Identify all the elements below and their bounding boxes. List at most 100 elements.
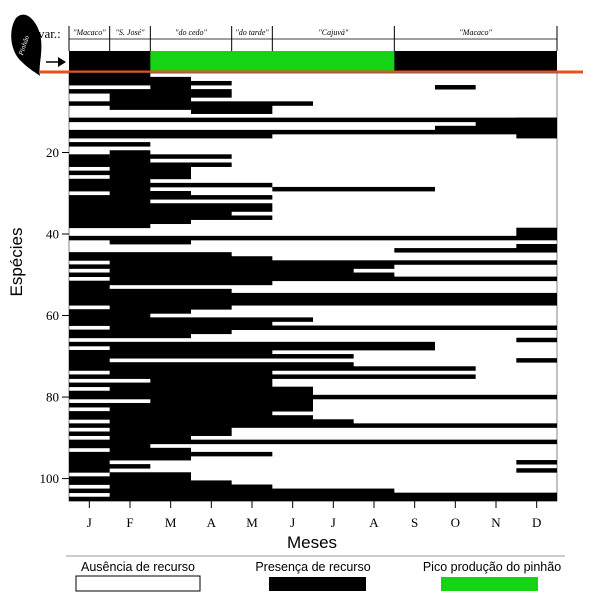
variety-label-3: "do tarde" (235, 28, 269, 37)
resource-bar-species-16 (516, 133, 557, 139)
resource-bar-species-37 (69, 219, 191, 225)
resource-bar-species-28 (69, 182, 273, 188)
resource-bar-species-96 (69, 460, 110, 465)
resource-bar-species-46 (69, 256, 273, 261)
resource-bar-species-1 (69, 72, 151, 78)
resource-bar-species-74 (109, 370, 273, 375)
resource-bar-species-90 (109, 435, 191, 441)
resource-bar-species-105 (69, 496, 557, 502)
resource-bar-species-65 (69, 333, 191, 339)
resource-bar-species-71 (516, 358, 557, 363)
resource-bar-species-8 (69, 101, 313, 106)
resource-bar-species-3 (69, 80, 232, 86)
resource-bar-species-27 (69, 178, 151, 184)
resource-bar-species-52 (69, 280, 273, 286)
variety-timeline: "Macaco" "S. José" "do cedo" "do tarde" "Caj… (68, 26, 558, 51)
resource-bar-species-81 (150, 398, 313, 404)
resource-bar-species-21 (109, 154, 232, 159)
resource-bar-species-26 (109, 174, 191, 180)
resource-bar-species-24 (109, 166, 191, 172)
resource-bar-species-18 (69, 142, 151, 147)
resource-bar-species-103 (69, 488, 395, 494)
resource-bar-species-10 (191, 109, 273, 114)
variety-label-5: "Macaco" (459, 28, 492, 37)
resource-bar-species-78 (109, 386, 313, 392)
resource-bar-species-49 (109, 268, 354, 273)
resource-bar-species-72 (69, 362, 354, 367)
y-tick-label: 100 (40, 471, 60, 486)
resource-bar-species-71 (69, 358, 110, 363)
resource-bar-species-66 (516, 337, 557, 343)
resource-bar-species-96 (516, 460, 557, 465)
resource-bar-species-88 (109, 427, 232, 432)
resource-bar-species-59 (69, 309, 191, 314)
resource-bar-species-43 (516, 244, 557, 249)
x-tick-label-4: M (246, 515, 258, 530)
resource-bar-species-22 (69, 158, 151, 163)
x-tick-label-1: F (126, 515, 133, 530)
resource-bar-species-47 (109, 260, 558, 265)
resource-bar-species-29 (69, 186, 151, 192)
resource-bar-species-94 (69, 451, 273, 457)
legend: Ausência de recurso Presença de recurso Pi… (75, 560, 561, 592)
resource-bar-species-6 (109, 93, 232, 98)
resource-bar-species-82 (69, 402, 313, 408)
resource-bar-species-98 (516, 468, 557, 473)
resource-bar-species-2 (69, 76, 191, 82)
resource-bar-species-41 (69, 235, 557, 241)
pinhao-icon (11, 14, 42, 77)
legend-swatch-2 (441, 577, 538, 591)
resource-bar-species-55 (69, 292, 557, 298)
variety-label-0: "Macaco" (73, 28, 106, 37)
resource-bar-species-84 (69, 411, 273, 416)
resource-bar-species-57 (69, 301, 557, 306)
y-tick-label: 80 (46, 390, 59, 405)
resource-bar-species-69 (69, 349, 273, 355)
resource-bar-species-54 (69, 288, 232, 294)
resource-bar-species-16 (69, 133, 273, 139)
resource-bar-species-29 (272, 186, 435, 192)
resource-bar-species-15 (69, 129, 557, 135)
resource-bar-species-87 (69, 423, 557, 428)
x-tick-label-10: N (491, 515, 501, 530)
x-tick-label-8: S (411, 515, 418, 530)
resource-bar-species-4 (150, 85, 191, 90)
x-tick-label-5: J (290, 515, 295, 530)
resource-bar-species-64 (69, 329, 232, 335)
resource-bar-species-76 (150, 378, 273, 383)
resource-bar-species-53 (69, 284, 110, 290)
resource-bar-species-102 (109, 484, 273, 489)
resource-bar-species-30 (109, 191, 191, 196)
resource-bar-species-85 (69, 415, 313, 420)
resource-bar-species-70 (69, 354, 354, 359)
resource-bar-species-34 (69, 207, 273, 212)
resource-bar-species-80 (69, 394, 557, 400)
varieties-label: var.: (38, 26, 61, 41)
x-tick-label-3: A (207, 515, 217, 530)
x-tick-label-2: M (165, 515, 177, 530)
x-tick-label-6: J (331, 515, 336, 530)
resource-bar-species-60 (69, 313, 151, 318)
resource-bar-species-51 (109, 276, 558, 282)
resource-bar-species-44 (394, 248, 557, 253)
legend-label-0: Ausência de recurso (81, 560, 195, 574)
resource-bar-species-56 (69, 296, 557, 302)
resource-bar-species-98 (69, 468, 110, 473)
arrow-icon (46, 57, 66, 67)
resource-bar-species-4 (435, 85, 476, 90)
y-axis-title: Espécies (7, 228, 26, 297)
resource-bar-species-5 (69, 89, 232, 94)
resource-bar-species-91 (69, 439, 557, 445)
resource-bar-species-99 (109, 472, 191, 477)
y-tick-label: 60 (46, 308, 59, 323)
resource-bar-species-63 (109, 325, 558, 330)
pinhao-peak-segment (150, 51, 395, 71)
resource-bar-species-31 (69, 195, 273, 200)
resource-bar-species-7 (109, 97, 191, 102)
resource-bar-species-79 (69, 390, 313, 396)
variety-label-1: "S. José" (116, 28, 146, 37)
x-tick-label-11: D (532, 515, 541, 530)
resource-bar-species-73 (69, 366, 476, 371)
resource-bar-species-75 (69, 374, 476, 379)
resource-bar-species-48 (69, 264, 395, 269)
